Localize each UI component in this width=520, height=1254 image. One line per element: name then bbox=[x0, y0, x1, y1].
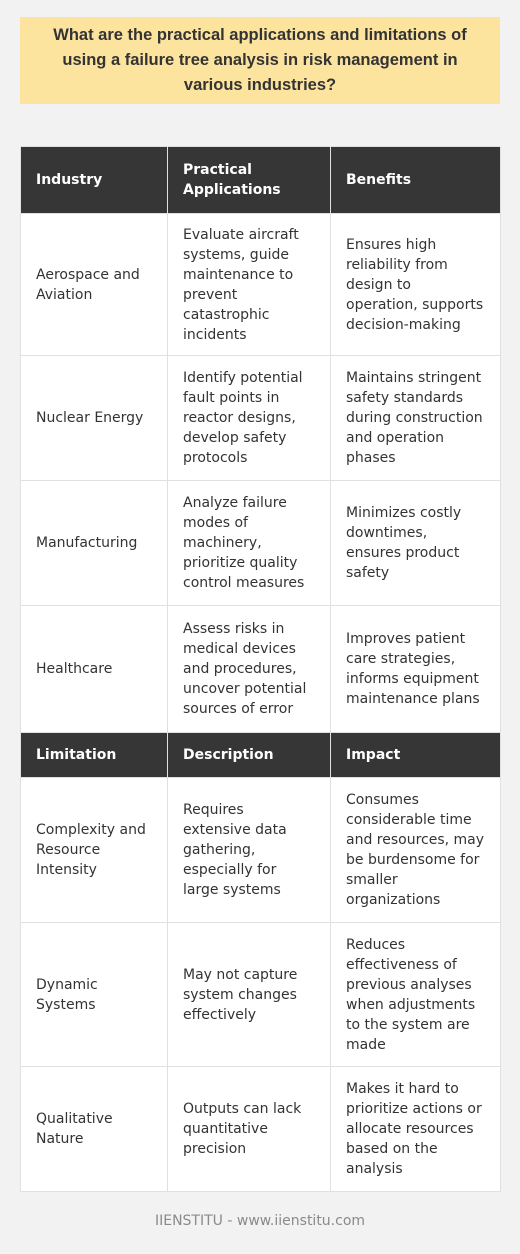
industry-cell: Manufacturing bbox=[20, 480, 168, 606]
header-benefits: Benefits bbox=[330, 146, 501, 214]
benefit-cell: Maintains stringent safety standards dur… bbox=[330, 355, 501, 481]
table-row: Complexity and Resource Intensity Requir… bbox=[20, 777, 501, 923]
benefit-cell: Minimizes costly downtimes, ensures prod… bbox=[330, 480, 501, 606]
application-cell: Evaluate aircraft systems, guide mainten… bbox=[167, 213, 331, 356]
header-industry: Industry bbox=[20, 146, 168, 214]
table-row: Qualitative Nature Outputs can lack quan… bbox=[20, 1066, 501, 1192]
table-row: Nuclear Energy Identify potential fault … bbox=[20, 355, 501, 481]
industry-cell: Nuclear Energy bbox=[20, 355, 168, 481]
applications-header-row: Industry Practical Applications Benefits bbox=[20, 146, 501, 214]
table-row: Aerospace and Aviation Evaluate aircraft… bbox=[20, 213, 501, 356]
limitations-header-row: Limitation Description Impact bbox=[20, 732, 501, 778]
benefit-cell: Ensures high reliability from design to … bbox=[330, 213, 501, 356]
header-impact: Impact bbox=[330, 732, 501, 778]
limitation-cell: Dynamic Systems bbox=[20, 922, 168, 1067]
application-cell: Assess risks in medical devices and proc… bbox=[167, 605, 331, 733]
limitation-cell: Complexity and Resource Intensity bbox=[20, 777, 168, 923]
header-limitation: Limitation bbox=[20, 732, 168, 778]
description-cell: Requires extensive data gathering, espec… bbox=[167, 777, 331, 923]
page-title: What are the practical applications and … bbox=[20, 17, 500, 104]
application-cell: Identify potential fault points in react… bbox=[167, 355, 331, 481]
impact-cell: Reduces effectiveness of previous analys… bbox=[330, 922, 501, 1067]
industry-cell: Aerospace and Aviation bbox=[20, 213, 168, 356]
benefit-cell: Improves patient care strategies, inform… bbox=[330, 605, 501, 733]
table-row: Healthcare Assess risks in medical devic… bbox=[20, 605, 501, 733]
footer-credit: IIENSTITU - www.iienstitu.com bbox=[154, 1213, 366, 1229]
application-cell: Analyze failure modes of machinery, prio… bbox=[167, 480, 331, 606]
risk-analysis-table: Industry Practical Applications Benefits… bbox=[20, 146, 501, 1192]
table-row: Manufacturing Analyze failure modes of m… bbox=[20, 480, 501, 606]
description-cell: Outputs can lack quantitative precision bbox=[167, 1066, 331, 1192]
table-row: Dynamic Systems May not capture system c… bbox=[20, 922, 501, 1067]
header-description: Description bbox=[167, 732, 331, 778]
limitation-cell: Qualitative Nature bbox=[20, 1066, 168, 1192]
industry-cell: Healthcare bbox=[20, 605, 168, 733]
impact-cell: Consumes considerable time and resources… bbox=[330, 777, 501, 923]
impact-cell: Makes it hard to prioritize actions or a… bbox=[330, 1066, 501, 1192]
header-practical-applications: Practical Applications bbox=[167, 146, 331, 214]
description-cell: May not capture system changes effective… bbox=[167, 922, 331, 1067]
